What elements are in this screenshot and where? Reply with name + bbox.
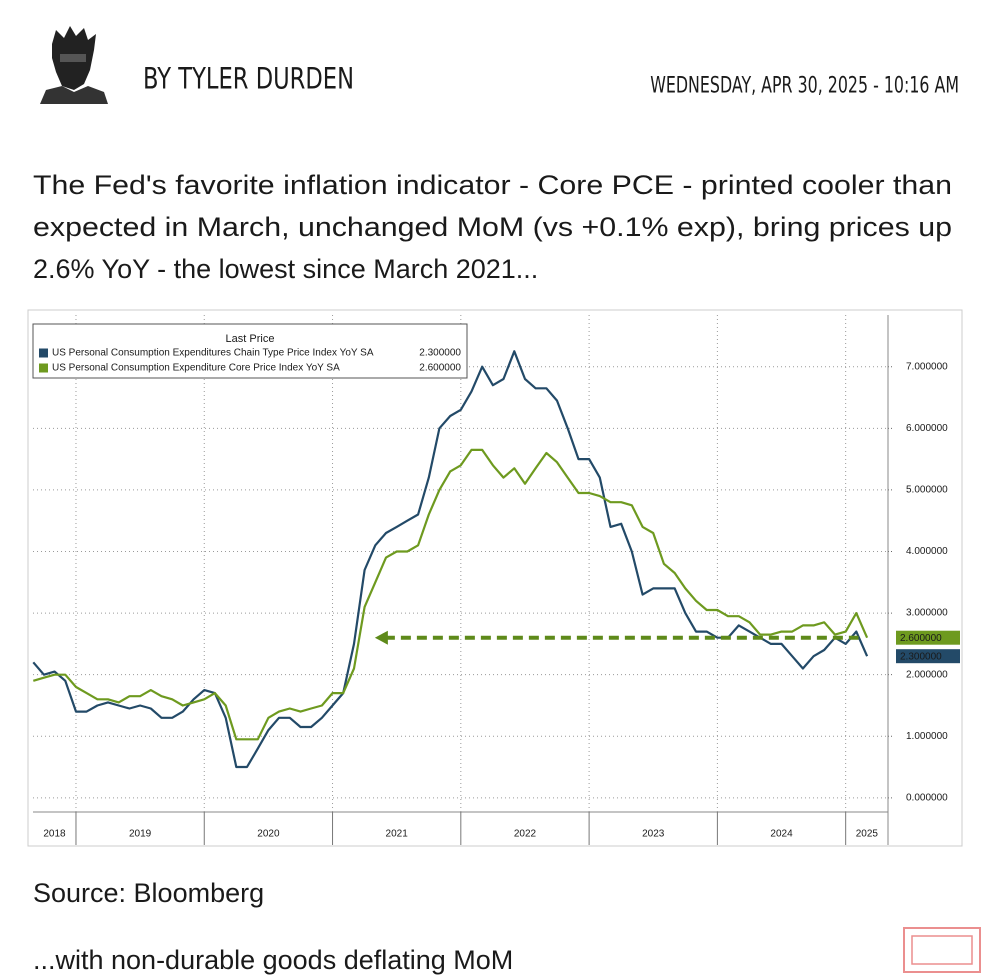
x-tick-label: 2023 [642, 829, 665, 840]
legend-label: US Personal Consumption Expenditure Core… [52, 363, 340, 374]
legend-label: US Personal Consumption Expenditures Cha… [52, 348, 374, 359]
paragraph-line: The Fed's favorite inflation indicator -… [33, 170, 952, 200]
y-tick-label: 6.000000 [906, 423, 948, 434]
y-tick-label: 2.000000 [906, 669, 948, 680]
last-price-box [896, 649, 960, 664]
y-tick-label: 1.000000 [906, 731, 948, 742]
legend-box [32, 323, 468, 379]
x-tick-label: 2021 [386, 829, 409, 840]
last-price-label: 2.300000 [900, 651, 942, 662]
paragraph-line: 2.6% YoY - the lowest since March 2021..… [33, 254, 538, 284]
paragraph-line: expected in March, unchanged MoM (vs +0.… [33, 212, 952, 242]
y-tick-label: 4.000000 [906, 546, 948, 557]
date: WEDNESDAY, APR 30, 2025 - 10:16 AM [650, 72, 959, 98]
source: Source: Bloomberg [33, 878, 264, 908]
byline: BY TYLER DURDEN [143, 63, 354, 96]
legend-title: Last Price [226, 333, 275, 345]
legend-swatch [39, 348, 48, 358]
annotation-arrowhead [374, 630, 388, 645]
x-tick-label: 2020 [257, 829, 280, 840]
x-tick-label: 2025 [856, 829, 879, 840]
x-tick-label: 2018 [43, 829, 66, 840]
author-avatar [40, 26, 108, 104]
x-tick-label: 2024 [770, 829, 793, 840]
legend-value: 2.300000 [419, 348, 461, 359]
x-tick-label: 2019 [129, 829, 152, 840]
legend-swatch [39, 363, 48, 373]
watermark [903, 927, 981, 973]
last-price-label: 2.600000 [900, 633, 942, 644]
y-tick-label: 3.000000 [906, 608, 948, 619]
chart: 0.000000 1.000000 2.000000 3.000000 4.000000… [27, 309, 963, 847]
legend-value: 2.600000 [419, 363, 461, 374]
last-price-box [896, 630, 960, 645]
x-tick-label: 2022 [514, 829, 537, 840]
y-tick-label: 0.000000 [906, 792, 948, 803]
y-tick-label: 5.000000 [906, 485, 948, 496]
series-line [32, 448, 869, 741]
footer-text: ...with non-durable goods deflating MoM [33, 945, 513, 975]
y-tick-label: 7.000000 [906, 361, 948, 372]
